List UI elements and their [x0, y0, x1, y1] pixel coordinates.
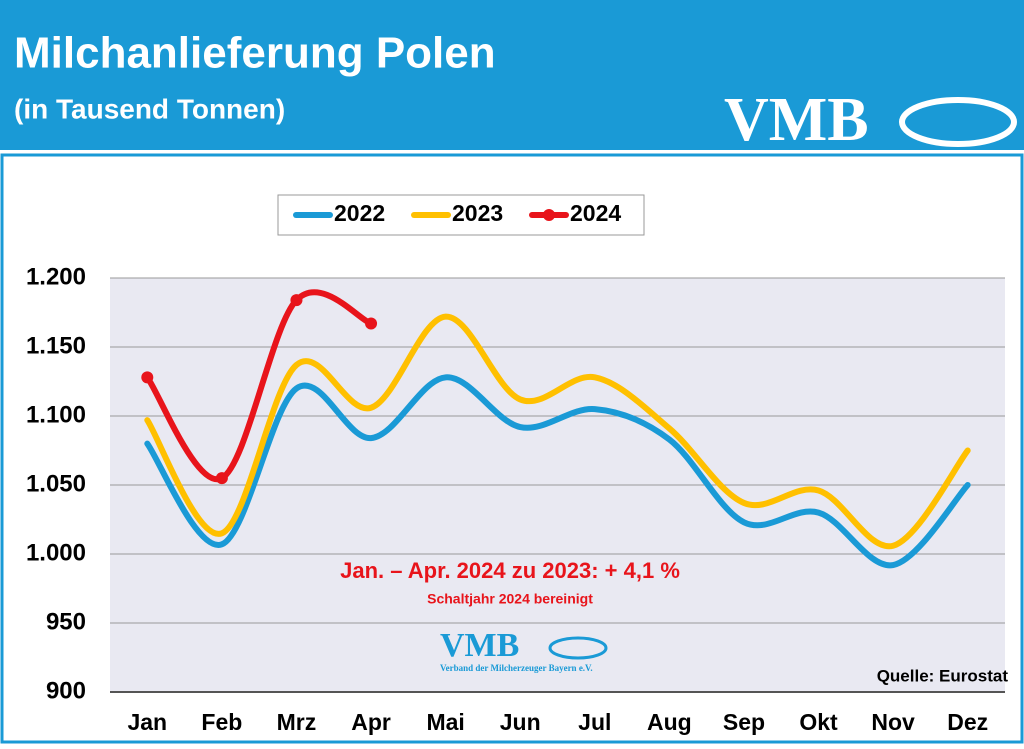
title: Milchanlieferung Polen [14, 29, 496, 78]
logo: VMB [724, 86, 869, 154]
legend-box [277, 194, 645, 236]
y-tick-label: 1.100 [26, 401, 86, 428]
x-tick-label: Mrz [277, 709, 317, 735]
legend-label: 2022 [334, 200, 385, 226]
x-tick-label: Aug [647, 709, 692, 735]
series-line [144, 289, 375, 483]
y-tick-label: 950 [46, 608, 86, 635]
source: Quelle: Eurostat [877, 666, 1009, 685]
legend-label: 2023 [452, 200, 503, 226]
y-tick-label: 1.050 [26, 470, 86, 497]
annotation-note: Schaltjahr 2024 bereinigt [427, 591, 593, 607]
y-tick-label: 1.000 [26, 539, 86, 566]
header-band [0, 0, 1024, 150]
point [365, 317, 378, 330]
x-tick-label: Jan [127, 709, 167, 735]
watermark-logo: VMB [440, 627, 519, 664]
x-tick-label: Dez [947, 709, 988, 735]
series-line [144, 374, 971, 569]
point [215, 472, 228, 485]
logo-swoosh [899, 97, 1017, 147]
watermark-swoosh [548, 636, 608, 660]
legend-label: 2024 [570, 200, 621, 226]
point [290, 294, 303, 307]
x-tick-label: Nov [871, 709, 915, 735]
watermark-text: Verband der Milcherzeuger Bayern e.V. [440, 663, 593, 673]
x-tick-label: Mai [426, 709, 464, 735]
y-tick-label: 900 [46, 677, 86, 704]
y-tick-label: 1.150 [26, 332, 86, 359]
x-tick-label: Apr [351, 709, 391, 735]
x-tick-label: Sep [723, 709, 765, 735]
point [141, 371, 154, 384]
x-tick-label: Okt [799, 709, 838, 735]
series-line [144, 313, 971, 550]
x-tick-label: Jun [500, 709, 541, 735]
y-tick-label: 1.200 [26, 263, 86, 290]
subtitle: (in Tausend Tonnen) [14, 93, 285, 124]
x-tick-label: Feb [201, 709, 242, 735]
legend-marker [543, 209, 555, 221]
x-tick-label: Jul [578, 709, 611, 735]
annotation: Jan. – Apr. 2024 zu 2023: + 4,1 % [340, 558, 680, 583]
